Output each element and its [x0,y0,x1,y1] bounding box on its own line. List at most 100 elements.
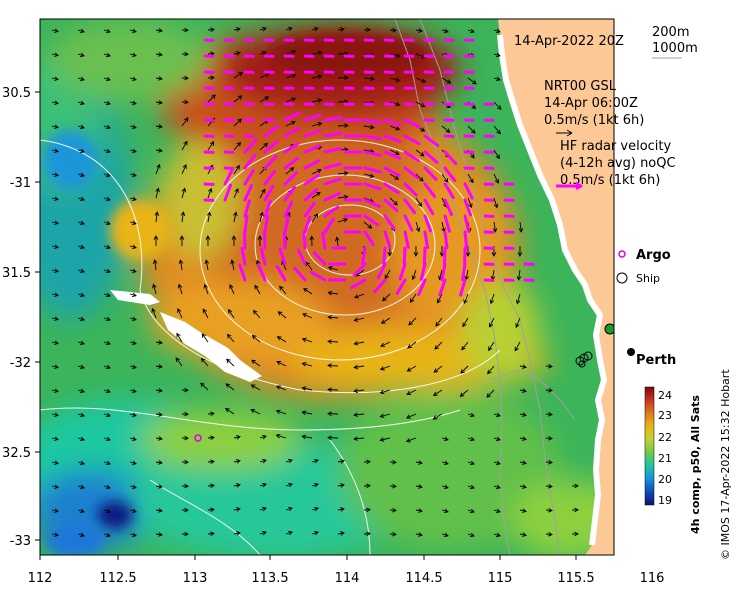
model-arrow [488,341,495,352]
model-arrow [259,26,267,32]
hf-arrow [383,134,402,143]
hf-arrow [403,230,410,249]
model-arrow [407,341,417,349]
model-arrow [51,412,59,417]
model-arrow [441,173,449,183]
hf-arrow [283,111,301,122]
model-arrow [224,407,235,415]
model-arrow [489,293,495,305]
model-arrow [353,412,365,418]
model-arrow [233,27,241,32]
hf-arrow [403,150,420,163]
model-arrow [379,413,391,418]
hf-arrow [383,118,402,127]
ship-track[interactable] [575,351,593,368]
hf-arrow [382,246,387,266]
model-arrow [406,389,417,395]
model-arrow [337,531,345,536]
model-arrow [493,101,502,110]
hf-arrow [303,201,316,218]
model-arrow [519,388,527,393]
model-arrow [441,508,449,514]
model-arrow [103,364,111,370]
model-arrow [129,28,137,34]
hf-arrow [419,262,427,281]
model-arrow [467,532,475,538]
model-arrow [493,412,501,418]
model-arrow [285,26,293,32]
hf-arrow [262,230,267,250]
model-arrow [382,293,391,302]
model-arrow [181,507,189,513]
model-arrow [259,142,269,151]
date-label: 14-Apr-2022 20Z [514,34,624,49]
hf-arrow [303,188,319,202]
hf-arrow [423,230,429,250]
model-arrow [129,100,137,106]
hf-arrow [283,126,301,138]
model-arrow [225,383,235,391]
model-arrow [178,259,184,271]
model-arrow [181,75,189,81]
model-arrow [103,196,111,202]
model-arrow [51,388,59,393]
hf-arrow [223,183,233,202]
cloud-mask [110,290,262,382]
model-arrow [493,52,501,58]
model-arrow [301,337,313,343]
land [498,19,614,555]
model-arrow [201,333,209,343]
model-arrow [380,341,391,347]
model-arrow [467,197,473,209]
model-arrow [353,340,365,346]
model-arrow [515,317,521,329]
model-arrow [363,507,371,513]
model-arrow [181,387,189,393]
model-arrow [285,49,297,55]
model-arrow [571,507,579,513]
hf-arrow [423,214,432,233]
model-arrow [230,259,235,271]
hf-arrow [361,246,367,265]
model-arrow [51,508,59,513]
hf-arrow [283,215,290,234]
model-arrow [441,436,449,442]
model-arrow [259,211,264,223]
hf-arrow [440,262,447,282]
model-arrow [51,196,59,201]
argo-float-marker[interactable] [194,434,202,442]
model-arrow [155,484,163,489]
model-arrow [519,364,527,369]
model-arrow [77,76,85,82]
model-arrow [467,436,475,442]
model-arrow [233,95,243,103]
model-arrow [461,341,469,351]
model-arrow [285,458,293,464]
model-arrow [227,308,235,319]
model-arrow [181,531,189,537]
model-arrow [77,292,85,298]
model-arrow [77,364,85,370]
hf-arrow [403,166,419,180]
hf-arrow [303,129,322,138]
model-arrow [207,75,215,80]
model-arrow [155,508,163,513]
model-arrow [327,266,339,271]
model-arrow [488,317,495,328]
hf-arrow [363,118,383,124]
hf-arrow [243,169,255,186]
model-arrow [276,336,287,343]
hf-arrow [309,270,327,282]
hf-arrow [263,155,278,170]
model-arrow [207,141,215,151]
model-arrow [77,412,85,418]
x-axis: 112 112.5 113 113.5 114 114.5 115 115.5 116 [28,555,664,586]
hf-arrow [403,134,421,146]
hf-arrow [257,264,267,282]
model-arrow [415,197,423,207]
model-arrow [155,100,163,105]
station-marker[interactable] [604,323,615,335]
model-arrow [51,364,59,369]
model-arrow [155,412,163,417]
model-arrow [251,334,261,343]
